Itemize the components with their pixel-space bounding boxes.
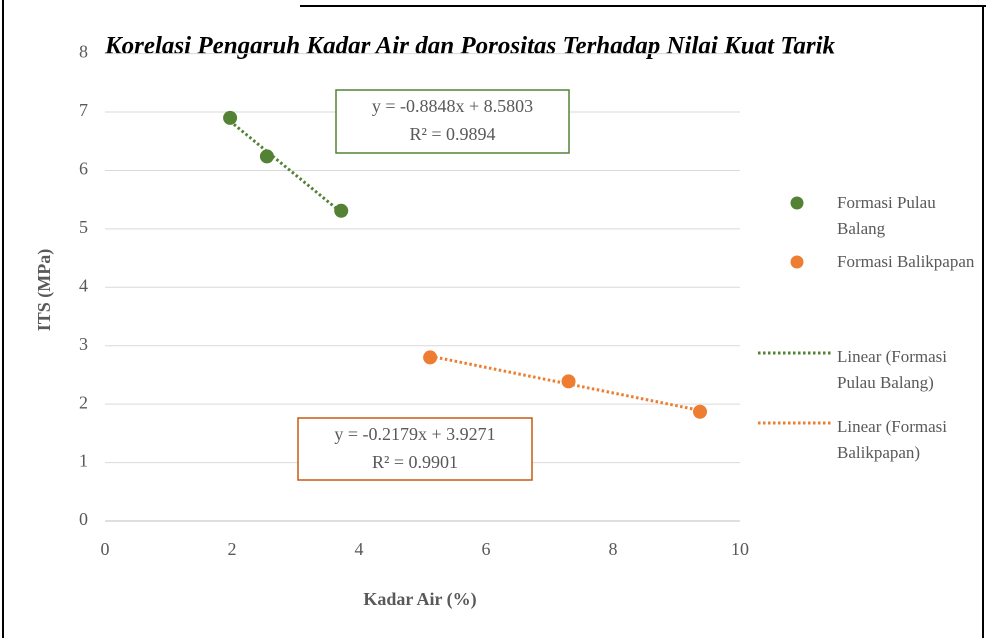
x-tick-label: 4 [355,539,364,559]
legend-label: Formasi Pulau Balang [837,193,936,238]
legend-marker [790,196,804,210]
y-tick-label: 8 [79,42,88,62]
x-tick-label: 6 [482,539,491,559]
y-tick-label: 4 [79,275,88,295]
annotation-text: R² = 0.9901 [372,452,458,472]
y-tick-label: 2 [79,392,88,412]
point [334,203,349,218]
annotation-box [335,89,570,154]
y-axis-title: ITS (MPa) [34,249,55,332]
annotation-box [297,417,533,481]
y-tick-label: 6 [79,159,88,179]
y-tick-label: 5 [79,217,88,237]
y-tick-label: 1 [79,451,88,471]
y-tick-label: 3 [79,334,88,354]
annotation-text: R² = 0.9894 [409,124,495,144]
point [259,149,274,164]
point [423,350,438,365]
trendline [229,120,343,214]
point [692,404,707,419]
annotation-text: y = -0.2179x + 3.9271 [334,424,495,444]
y-tick-label: 7 [79,100,88,120]
x-tick-label: 2 [228,539,237,559]
x-axis-title: Kadar Air (%) [363,589,476,610]
point [561,374,576,389]
x-tick-label: 8 [609,539,618,559]
legend-marker [790,255,804,269]
trendline [429,354,701,412]
legend-label: Linear (Formasi Balikpapan) [837,417,947,462]
annotation-text: y = -0.8848x + 8.5803 [372,96,533,116]
point [223,110,238,125]
legend-label: Formasi Balikpapan [837,252,975,271]
legend-label: Linear (Formasi Pulau Balang) [837,347,947,392]
x-tick-label: 10 [731,539,749,559]
x-tick-label: 0 [101,539,110,559]
y-tick-label: 0 [79,509,88,529]
chart-title: Korelasi Pengaruh Kadar Air dan Porosita… [104,33,836,60]
